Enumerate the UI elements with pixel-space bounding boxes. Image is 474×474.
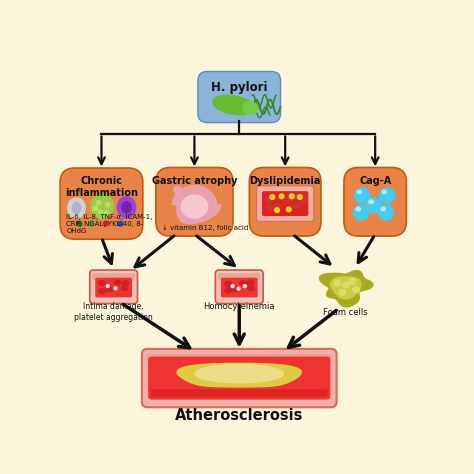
Ellipse shape: [104, 211, 109, 215]
Ellipse shape: [73, 202, 81, 213]
Ellipse shape: [265, 197, 272, 202]
Ellipse shape: [247, 280, 254, 285]
FancyBboxPatch shape: [262, 191, 308, 216]
Ellipse shape: [270, 195, 275, 200]
FancyBboxPatch shape: [90, 270, 137, 304]
Ellipse shape: [300, 198, 307, 203]
FancyBboxPatch shape: [95, 278, 132, 297]
Ellipse shape: [267, 205, 274, 210]
Ellipse shape: [68, 198, 85, 218]
FancyBboxPatch shape: [218, 273, 261, 281]
Ellipse shape: [286, 207, 291, 212]
Ellipse shape: [231, 284, 234, 288]
Ellipse shape: [380, 188, 395, 203]
Ellipse shape: [225, 288, 231, 293]
Ellipse shape: [122, 202, 131, 213]
FancyBboxPatch shape: [148, 356, 330, 400]
Ellipse shape: [243, 284, 246, 288]
Ellipse shape: [117, 197, 136, 218]
Text: Foam cells: Foam cells: [323, 308, 368, 317]
FancyBboxPatch shape: [147, 354, 331, 364]
Ellipse shape: [213, 95, 255, 115]
Ellipse shape: [355, 188, 370, 203]
Ellipse shape: [99, 289, 105, 293]
Ellipse shape: [225, 282, 231, 286]
Text: Chronic
inflammation: Chronic inflammation: [65, 176, 138, 198]
Text: Homocyteinemia: Homocyteinemia: [203, 302, 275, 311]
Ellipse shape: [283, 197, 291, 202]
Ellipse shape: [106, 287, 112, 292]
Polygon shape: [173, 186, 221, 224]
Text: Cag-A: Cag-A: [359, 176, 392, 186]
Ellipse shape: [122, 281, 128, 285]
Text: Gastric atrophy: Gastric atrophy: [152, 176, 237, 186]
Ellipse shape: [106, 284, 109, 288]
FancyBboxPatch shape: [215, 270, 263, 304]
Ellipse shape: [369, 200, 374, 204]
Ellipse shape: [240, 281, 246, 285]
Polygon shape: [330, 277, 361, 299]
Ellipse shape: [243, 102, 258, 114]
FancyBboxPatch shape: [249, 167, 321, 236]
Ellipse shape: [366, 198, 382, 213]
FancyBboxPatch shape: [156, 167, 233, 236]
Polygon shape: [195, 365, 283, 383]
Ellipse shape: [89, 221, 93, 226]
Ellipse shape: [106, 202, 110, 207]
FancyBboxPatch shape: [198, 72, 281, 123]
Ellipse shape: [356, 207, 360, 211]
FancyBboxPatch shape: [221, 278, 258, 297]
Ellipse shape: [353, 287, 359, 292]
FancyBboxPatch shape: [344, 167, 406, 236]
FancyBboxPatch shape: [60, 168, 143, 239]
Ellipse shape: [339, 289, 346, 295]
Ellipse shape: [292, 203, 300, 209]
Ellipse shape: [274, 204, 282, 209]
Ellipse shape: [237, 287, 240, 290]
Ellipse shape: [248, 286, 255, 291]
Ellipse shape: [118, 221, 123, 226]
Ellipse shape: [298, 195, 302, 200]
Ellipse shape: [231, 287, 238, 292]
Text: Atherosclerosis: Atherosclerosis: [175, 409, 303, 423]
Ellipse shape: [114, 280, 120, 285]
FancyBboxPatch shape: [142, 349, 337, 407]
Text: Intima damage,
platelet aggregation: Intima damage, platelet aggregation: [74, 302, 153, 321]
Ellipse shape: [103, 221, 108, 226]
FancyBboxPatch shape: [256, 186, 314, 221]
Ellipse shape: [93, 206, 98, 210]
Polygon shape: [177, 364, 301, 387]
Ellipse shape: [349, 278, 356, 284]
Ellipse shape: [99, 281, 105, 285]
Ellipse shape: [98, 210, 102, 214]
Text: ↓ vitamin B12, folic acid: ↓ vitamin B12, folic acid: [162, 225, 248, 231]
Ellipse shape: [174, 186, 182, 194]
Ellipse shape: [357, 190, 362, 194]
Polygon shape: [181, 195, 208, 218]
Ellipse shape: [343, 282, 349, 288]
Ellipse shape: [381, 207, 385, 211]
Ellipse shape: [275, 208, 280, 212]
Polygon shape: [319, 271, 373, 307]
Ellipse shape: [382, 190, 387, 194]
Ellipse shape: [77, 221, 82, 226]
Text: H. pylori: H. pylori: [211, 82, 267, 94]
Ellipse shape: [354, 205, 369, 220]
Ellipse shape: [121, 286, 128, 291]
Ellipse shape: [91, 194, 114, 219]
Ellipse shape: [334, 280, 341, 286]
FancyBboxPatch shape: [92, 273, 135, 281]
Ellipse shape: [279, 194, 284, 199]
Ellipse shape: [290, 194, 294, 199]
Ellipse shape: [114, 287, 117, 290]
Ellipse shape: [378, 205, 394, 220]
Text: IL-6, IL-8, TNF-α, ICAM-1,
CRP, NGAL, YKL-40, 8-
OHdG: IL-6, IL-8, TNF-α, ICAM-1, CRP, NGAL, YK…: [66, 214, 153, 234]
Text: Dyslipidemia: Dyslipidemia: [249, 176, 321, 186]
Ellipse shape: [291, 194, 298, 200]
Ellipse shape: [96, 201, 101, 205]
FancyBboxPatch shape: [151, 389, 328, 397]
